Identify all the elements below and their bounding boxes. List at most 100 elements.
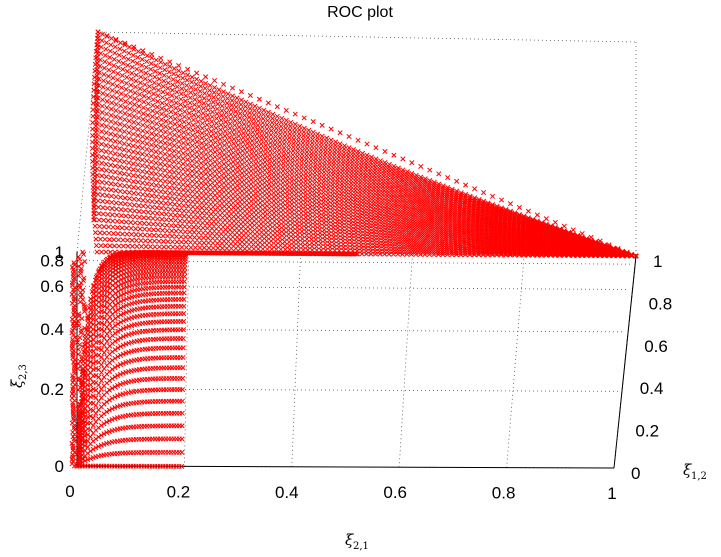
- scatter-point-2582: [276, 200, 280, 204]
- scatter-point-1365: [245, 150, 249, 154]
- scatter-point-4886: [99, 379, 103, 383]
- scatter-point-1603: [226, 154, 230, 158]
- scatter-point-1489: [258, 159, 262, 163]
- scatter-point-1708: [154, 138, 158, 142]
- scatter-point-2064: [122, 147, 126, 151]
- scatter-point-4116: [104, 250, 108, 254]
- scatter-point-2194: [163, 163, 167, 167]
- scatter-point-1233: [195, 130, 199, 134]
- scatter-point-2339: [271, 191, 275, 195]
- scatter-point-1002: [245, 137, 249, 141]
- scatter-point-1578: [113, 121, 117, 125]
- scatter-point-859: [146, 96, 150, 100]
- scatter-point-1337: [118, 110, 122, 114]
- scatter-point-2069: [145, 153, 149, 157]
- scatter-point-1836: [186, 152, 190, 156]
- scatter-point-2913: [132, 191, 136, 195]
- scatter-point-3413: [205, 221, 209, 225]
- scatter-point-256: [158, 71, 162, 75]
- scatter-point-1479: [213, 145, 217, 149]
- scatter-point-2575: [244, 194, 248, 198]
- scatter-point-3395: [124, 214, 128, 218]
- scatter-point-2371: [416, 218, 420, 222]
- scatter-point-2090: [240, 175, 244, 179]
- scatter-point-4180: [391, 252, 395, 256]
- scatter-point-3514: [115, 219, 119, 223]
- scatter-point-398: [252, 117, 256, 121]
- scatter-point-2921: [168, 196, 172, 200]
- scatter-point-3511: [101, 218, 105, 222]
- scatter-point-1335: [109, 107, 113, 111]
- scatter-point-1467: [159, 129, 163, 133]
- scatter-point-30: [230, 94, 234, 98]
- scatter-point-3276: [132, 209, 136, 213]
- scatter-point-640: [251, 126, 255, 130]
- scatter-point-1727: [240, 162, 244, 166]
- scatter-point-3398: [137, 215, 141, 219]
- scatter-point-2221: [285, 190, 289, 194]
- scatter-point-33: [244, 100, 248, 104]
- scatter-point-2219: [276, 188, 280, 192]
- scatter-point-1974: [262, 176, 266, 180]
- scatter-point-2561: [181, 183, 185, 187]
- scatter-point-1460: [127, 119, 131, 123]
- scatter-point-132: [145, 59, 149, 63]
- scatter-point-1484: [236, 152, 240, 156]
- scatter-point-3175: [223, 213, 227, 217]
- scatter-point-4010: [171, 245, 175, 249]
- scatter-point-1339: [127, 113, 131, 117]
- scatter-point-3425: [259, 226, 263, 230]
- scatter-point-3754: [107, 231, 111, 235]
- scatter-point-1121: [236, 138, 240, 142]
- scatter-point-2945: [276, 211, 280, 215]
- scatter-point-629: [201, 106, 205, 110]
- scatter-point-751: [205, 113, 209, 117]
- scatter-point-3772: [188, 235, 192, 239]
- scatter-point-3033: [127, 196, 131, 200]
- scatter-point-2063: [117, 146, 121, 150]
- scatter-point-2452: [235, 188, 239, 192]
- scatter-point-2911: [123, 190, 127, 194]
- scatter-point-3410: [191, 220, 195, 224]
- scatter-point-490: [121, 67, 125, 71]
- scatter-point-2666: [109, 175, 113, 179]
- scatter-point-2199: [185, 168, 189, 172]
- scatter-point-1341: [136, 116, 140, 120]
- scatter-point-2303: [108, 157, 112, 161]
- scatter-point-2315: [163, 168, 167, 172]
- scatter-point-3061: [254, 213, 258, 217]
- scatter-point-1459: [123, 117, 127, 121]
- scatter-point-860: [151, 97, 155, 101]
- scatter-point-2915: [141, 192, 145, 196]
- scatter-point-2095: [262, 181, 266, 185]
- scatter-point-3029: [109, 194, 113, 198]
- scatter-point-4174: [364, 252, 368, 256]
- scatter-point-3167: [186, 209, 190, 213]
- scatter-point-3997: [112, 244, 116, 248]
- scatter-point-1124: [250, 143, 254, 147]
- scatter-point-3544: [250, 229, 254, 233]
- scatter-point-13: [154, 58, 158, 62]
- scatter-point-1941: [113, 139, 117, 143]
- scatter-point-3272: [114, 207, 118, 211]
- scatter-point-3163: [168, 207, 172, 211]
- scatter-point-3669: [269, 235, 273, 239]
- scatter-point-3789: [264, 239, 268, 243]
- scatter-point-4429: [72, 450, 76, 454]
- scatter-point-2673: [140, 181, 144, 185]
- scatter-point-251: [135, 61, 139, 65]
- scatter-point-854: [124, 87, 128, 91]
- scatter-point-1704: [136, 133, 140, 137]
- scatter-point-3279: [146, 210, 150, 214]
- scatter-point-1952: [163, 152, 167, 156]
- scatter-point-747: [187, 106, 191, 110]
- scatter-point-1123: [245, 141, 249, 145]
- scatter-point-3421: [241, 224, 245, 228]
- scatter-point-3781: [228, 237, 232, 241]
- scatter-point-1474: [190, 138, 194, 142]
- scatter-point-4181: [396, 252, 400, 256]
- scatter-point-1960: [199, 161, 203, 165]
- scatter-point-18: [177, 68, 181, 72]
- scatter-point-2926: [190, 199, 194, 203]
- scatter-point-1938: [99, 136, 103, 140]
